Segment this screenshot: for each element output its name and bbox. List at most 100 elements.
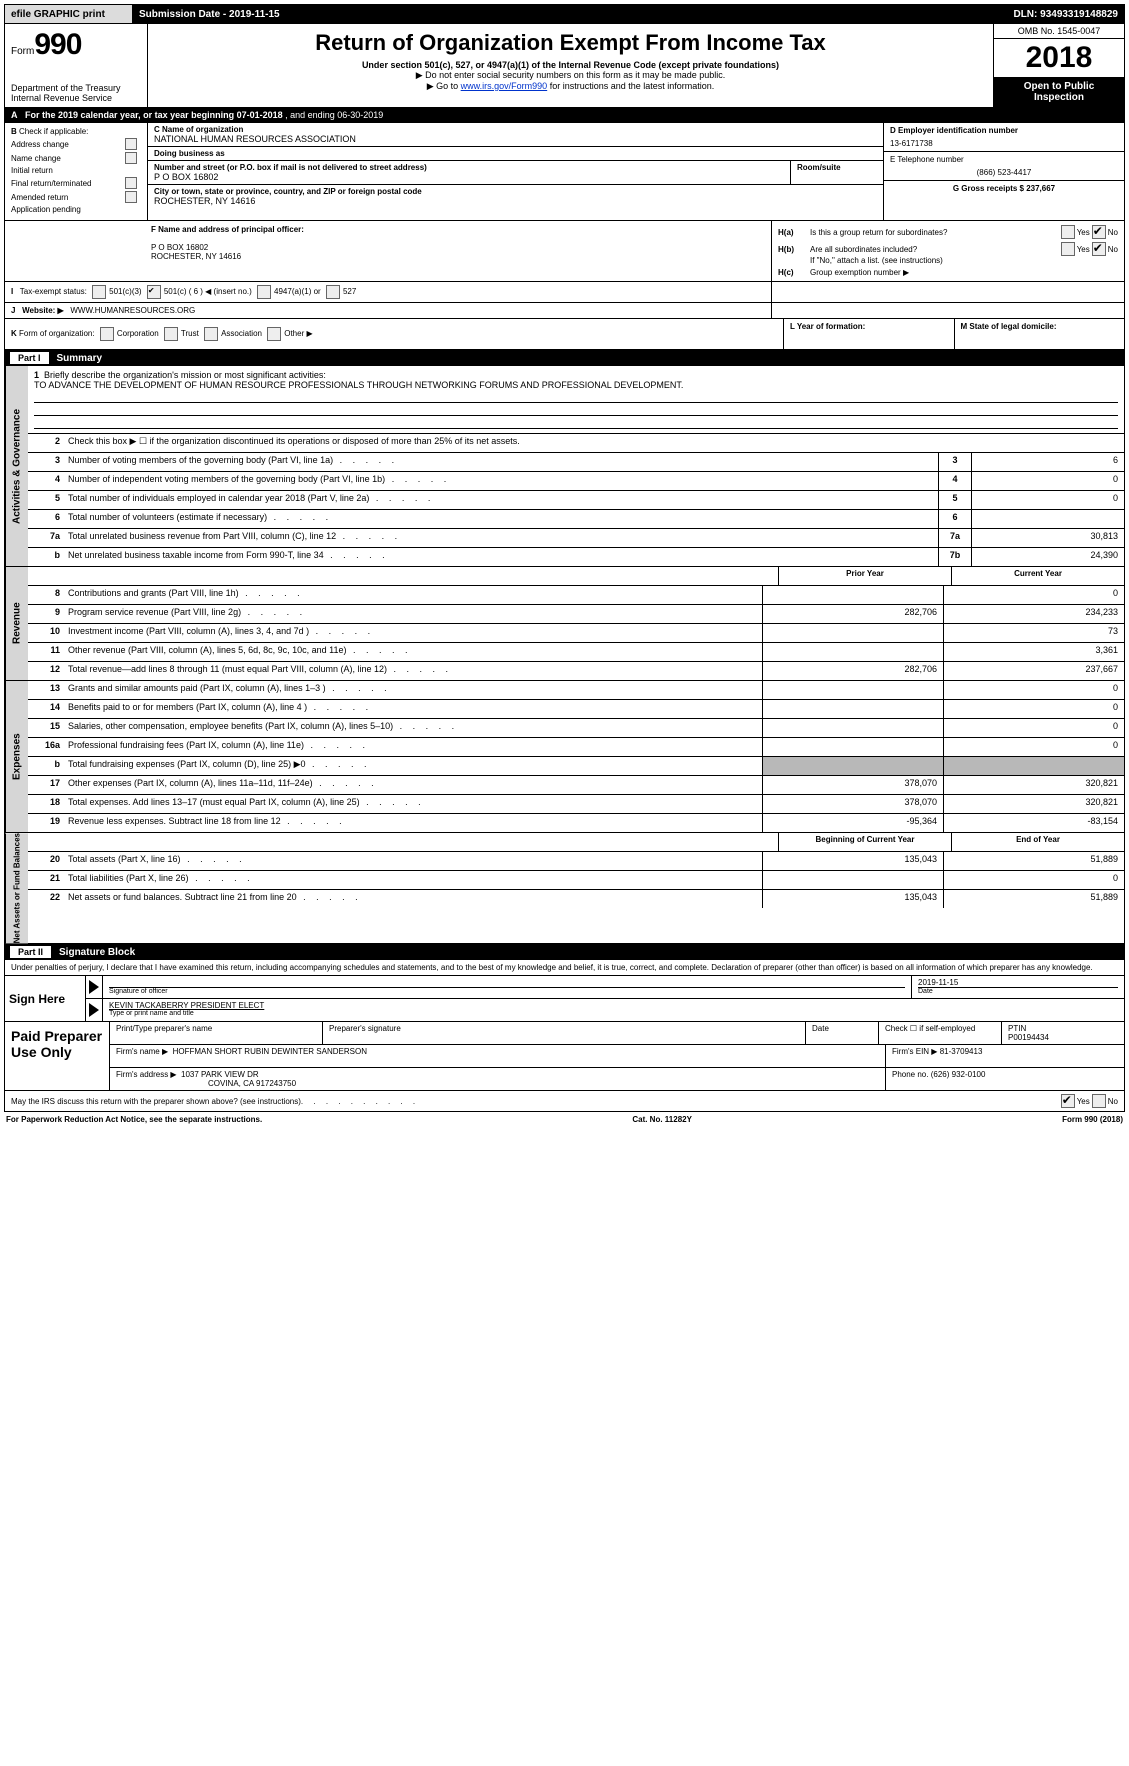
checkbox-checked-icon [1092, 242, 1106, 256]
m-label: M State of legal domicile: [961, 322, 1057, 331]
header-left: Form990 Department of the Treasury Inter… [5, 24, 148, 107]
ha-yesno[interactable]: YesNo [1059, 225, 1118, 239]
ha-question: Is this a group return for subordinates? [810, 228, 1053, 237]
prep-date-header: Date [806, 1022, 879, 1044]
section-bcd: B Check if applicable: Address change Na… [4, 123, 1125, 221]
org-name-cell: C Name of organization NATIONAL HUMAN RE… [148, 123, 883, 147]
rule-line [34, 416, 1118, 429]
line-num: 20 [28, 852, 64, 870]
chk-pending[interactable]: Application pending [11, 205, 141, 214]
i-label: I [11, 287, 13, 296]
line-val: 0 [972, 472, 1124, 490]
line-num: 14 [28, 700, 64, 718]
line-col2: 234,233 [943, 605, 1124, 623]
prep-sig-header: Preparer's signature [323, 1022, 806, 1044]
mission-label: Briefly describe the organization's miss… [44, 370, 326, 380]
line-num: 18 [28, 795, 64, 813]
line-boxnum: 3 [938, 453, 972, 471]
sig-date-cell: 2019-11-15 Date [912, 976, 1124, 998]
checkbox-icon[interactable] [267, 327, 281, 341]
line-desc: Total fundraising expenses (Part IX, col… [64, 757, 762, 775]
form990-link[interactable]: www.irs.gov/Form990 [461, 81, 548, 91]
data-line: 8 Contributions and grants (Part VIII, l… [28, 586, 1124, 605]
sig-name-cell: KEVIN TACKABERRY PRESIDENT ELECT Type or… [103, 999, 1124, 1021]
line-k: K Form of organization: Corporation Trus… [5, 319, 783, 349]
street-row: Number and street (or P.O. box if mail i… [148, 161, 883, 185]
line-boxnum: 5 [938, 491, 972, 509]
line-num: b [28, 548, 64, 566]
chk-initial-return[interactable]: Initial return [11, 166, 141, 175]
prep-row3: Firm's address ▶ 1037 PARK VIEW DR COVIN… [110, 1068, 1124, 1090]
chk-amended[interactable]: Amended return [11, 191, 141, 203]
line-a: A For the 2019 calendar year, or tax yea… [4, 108, 1125, 123]
header-center: Return of Organization Exempt From Incom… [148, 24, 993, 107]
ein-label: D Employer identification number [890, 126, 1118, 135]
checkbox-checked-icon[interactable]: ✔ [147, 285, 161, 299]
line-klm-row: K Form of organization: Corporation Trus… [4, 319, 1125, 350]
line-desc: Contributions and grants (Part VIII, lin… [64, 586, 762, 604]
line-val [972, 510, 1124, 528]
line-desc: Total number of volunteers (estimate if … [64, 510, 938, 528]
line-num: 15 [28, 719, 64, 737]
chk-address-change[interactable]: Address change [11, 138, 141, 150]
sig-officer-cell: Signature of officer [103, 976, 912, 998]
line-col2: 320,821 [943, 776, 1124, 794]
b-intro: Check if applicable: [19, 127, 88, 136]
chk-final-return[interactable]: Final return/terminated [11, 177, 141, 189]
vtab-netassets: Net Assets or Fund Balances [5, 833, 28, 943]
arrow-icon [86, 999, 103, 1021]
hb-yesno[interactable]: YesNo [1059, 242, 1118, 256]
firm-addr1: 1037 PARK VIEW DR [181, 1070, 259, 1079]
line-desc: Other revenue (Part VIII, column (A), li… [64, 643, 762, 661]
net-lines-container: 20 Total assets (Part X, line 16) 135,04… [28, 852, 1124, 908]
line-num: 3 [28, 453, 64, 471]
k-text: Form of organization: [19, 329, 95, 338]
data-line: 15 Salaries, other compensation, employe… [28, 719, 1124, 738]
line-num: 4 [28, 472, 64, 490]
tax-year: 2018 [994, 39, 1124, 77]
data-line: 19 Revenue less expenses. Subtract line … [28, 814, 1124, 832]
header-spacer [28, 567, 778, 585]
checkbox-icon[interactable] [92, 285, 106, 299]
line-col1 [762, 700, 943, 718]
section-h: H(a) Is this a group return for subordin… [771, 221, 1124, 281]
checkbox-checked-icon [1092, 225, 1106, 239]
line-num: 22 [28, 890, 64, 908]
line-num: 10 [28, 624, 64, 642]
gov-lines-container: 2 Check this box ▶ ☐ if the organization… [28, 434, 1124, 566]
checkbox-icon[interactable] [204, 327, 218, 341]
line-lm: L Year of formation: M State of legal do… [783, 319, 1124, 349]
gov-line: b Net unrelated business taxable income … [28, 548, 1124, 566]
firm-phone-cell: Phone no. (626) 932-0100 [886, 1068, 1124, 1090]
signature-block: Under penalties of perjury, I declare th… [4, 960, 1125, 1022]
omb-number: OMB No. 1545-0047 [994, 24, 1124, 39]
line-col1 [762, 757, 943, 775]
chk-name-change[interactable]: Name change [11, 152, 141, 164]
checkbox-icon[interactable] [100, 327, 114, 341]
checkbox-icon[interactable] [257, 285, 271, 299]
line-col2: 51,889 [943, 852, 1124, 870]
prep-row2: Firm's name ▶ HOFFMAN SHORT RUBIN DEWINT… [110, 1045, 1124, 1068]
line-col2: 51,889 [943, 890, 1124, 908]
checkbox-icon [1061, 242, 1075, 256]
netassets-section: Net Assets or Fund Balances Beginning of… [4, 833, 1125, 944]
line-a-prefix: A [11, 110, 18, 120]
opt-assoc: Association [221, 329, 262, 338]
discuss-yesno[interactable]: Yes No [1059, 1094, 1118, 1108]
data-line: b Total fundraising expenses (Part IX, c… [28, 757, 1124, 776]
data-line: 17 Other expenses (Part IX, column (A), … [28, 776, 1124, 795]
submission-date: Submission Date - 2019-11-15 [133, 5, 287, 23]
line-i: I Tax-exempt status: 501(c)(3) ✔501(c) (… [5, 282, 771, 302]
line-col2: 320,821 [943, 795, 1124, 813]
end-year-header: End of Year [951, 833, 1124, 851]
part1-label: Part I [10, 352, 49, 364]
revenue-body: Prior Year Current Year 8 Contributions … [28, 567, 1124, 680]
line-boxnum: 7b [938, 548, 972, 566]
expenses-body: 13 Grants and similar amounts paid (Part… [28, 681, 1124, 832]
dept-treasury: Department of the Treasury [11, 83, 141, 93]
line-num: 8 [28, 586, 64, 604]
checkbox-icon[interactable] [326, 285, 340, 299]
checkbox-icon[interactable] [164, 327, 178, 341]
line-val: 0 [972, 491, 1124, 509]
line-col1 [762, 643, 943, 661]
